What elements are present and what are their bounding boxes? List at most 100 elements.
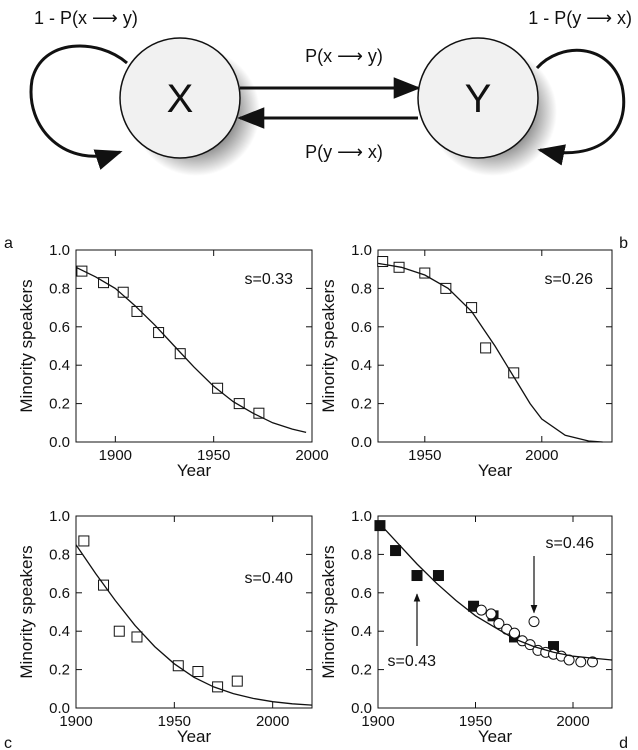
data-point-square — [466, 302, 478, 314]
panel-b: 0.0 0.2 0.4 0.6 0.8 1.0 1950 2000 Year Minority s… — [319, 235, 628, 480]
data-point-square — [113, 625, 125, 637]
y-tick-label: 1.0 — [49, 242, 70, 259]
panel-label: b — [619, 235, 628, 252]
y-tick-label: 0.8 — [49, 546, 70, 563]
panel-label: a — [4, 235, 13, 252]
data-point-square — [98, 277, 110, 289]
y-axis-label: Minority speakers — [17, 545, 36, 678]
plot-frame — [377, 249, 613, 443]
y-axis-label: Minority speakers — [319, 279, 338, 412]
data-point-circle — [528, 616, 540, 628]
transition-diagram: X Y 1 - P(x ⟶ y) 1 - P(y ⟶ x) P(x ⟶ y) P… — [29, 8, 632, 176]
self-loop-y-arrow — [535, 48, 626, 166]
y-axis-label: Minority speakers — [319, 545, 338, 678]
data-point-circle — [475, 604, 487, 616]
x-axis-label: Year — [478, 461, 513, 480]
y-tick-label: 0.6 — [351, 585, 372, 602]
data-point-square — [480, 342, 492, 354]
data-point-square — [377, 256, 389, 268]
panel-label: c — [4, 735, 12, 750]
data-point-square — [174, 348, 186, 360]
y-tick-label: 0.0 — [49, 434, 70, 451]
x-tick-label: 1950 — [158, 713, 191, 730]
plot-frame — [75, 249, 313, 443]
label-self-y: 1 - P(y ⟶ x) — [528, 8, 632, 28]
node-y — [417, 37, 539, 159]
y-tick-label: 0.6 — [351, 319, 372, 336]
data-point-square — [131, 631, 143, 643]
y-tick-label: 0.4 — [49, 357, 70, 374]
fit-curve — [75, 266, 307, 434]
y-tick-label: 0.8 — [351, 280, 372, 297]
label-y-to-x: P(y ⟶ x) — [305, 142, 383, 162]
y-tick-label: 0.8 — [351, 546, 372, 563]
annotation-label: s=0.43 — [388, 653, 437, 670]
plot-frame — [75, 515, 313, 709]
node-x-label: X — [167, 77, 194, 121]
y-tick-label: 0.4 — [351, 623, 372, 640]
y-tick-label: 1.0 — [49, 508, 70, 525]
panel-label: d — [619, 735, 628, 750]
data-point-square — [153, 327, 165, 339]
data-point-square — [440, 282, 452, 294]
x-tick-label: 1950 — [197, 447, 230, 464]
x-tick-label: 2000 — [295, 447, 328, 464]
annotation-label: s=0.40 — [245, 570, 294, 587]
annotation-label: s=0.26 — [545, 271, 594, 288]
data-point-square — [76, 265, 88, 277]
data-point-square — [212, 382, 224, 394]
data-point-square — [117, 286, 129, 298]
data-point-square — [131, 305, 143, 317]
y-axis-label: Minority speakers — [17, 279, 36, 412]
data-point-circle — [587, 656, 598, 668]
fit-curve — [377, 262, 603, 443]
data-point-filled-square — [432, 570, 444, 582]
y-tick-label: 0.0 — [351, 700, 372, 717]
plot-frame — [377, 515, 613, 709]
panel-a: 0.0 0.2 0.4 0.6 0.8 1.0 1900 1950 2000 Year Minori… — [4, 235, 329, 480]
data-point-circle — [575, 656, 587, 668]
label-self-x: 1 - P(x ⟶ y) — [34, 8, 138, 28]
panel-c: 0.0 0.2 0.4 0.6 0.8 1.0 1900 1950 2000 Year Minori… — [4, 508, 313, 750]
x-tick-label: 1900 — [59, 713, 92, 730]
node-y-label: Y — [465, 77, 492, 121]
self-loop-x-arrow — [29, 44, 128, 170]
x-tick-label: 1900 — [99, 447, 132, 464]
y-tick-label: 0.2 — [351, 396, 372, 413]
x-tick-label: 1950 — [459, 713, 492, 730]
y-tick-label: 0.0 — [351, 434, 372, 451]
node-x — [119, 37, 241, 159]
y-tick-label: 0.0 — [49, 700, 70, 717]
panel-d: 0.0 0.2 0.4 0.6 0.8 1.0 1900 1950 2000 Year Minori… — [319, 508, 628, 750]
y-tick-label: 0.2 — [49, 662, 70, 679]
y-tick-label: 1.0 — [351, 242, 372, 259]
fit-curve — [377, 521, 613, 661]
annotation-label: s=0.33 — [245, 271, 294, 288]
data-point-circle — [485, 608, 497, 620]
x-tick-label: 2000 — [256, 713, 289, 730]
x-axis-label: Year — [177, 727, 212, 746]
y-tick-label: 0.4 — [351, 357, 372, 374]
y-tick-label: 1.0 — [351, 508, 372, 525]
fit-curve — [75, 544, 313, 706]
x-axis-label: Year — [478, 727, 513, 746]
y-tick-label: 0.4 — [49, 623, 70, 640]
x-tick-label: 1950 — [408, 447, 441, 464]
data-point-filled-square — [374, 520, 386, 532]
y-tick-label: 0.2 — [351, 662, 372, 679]
y-tick-label: 0.8 — [49, 280, 70, 297]
x-axis-label: Year — [177, 461, 212, 480]
x-tick-label: 2000 — [556, 713, 589, 730]
y-tick-label: 0.2 — [49, 396, 70, 413]
data-point-square — [233, 398, 245, 410]
y-tick-label: 0.6 — [49, 319, 70, 336]
label-x-to-y: P(x ⟶ y) — [305, 46, 383, 66]
data-point-square — [78, 535, 90, 547]
data-point-square — [192, 666, 204, 678]
data-point-circle — [493, 618, 505, 630]
data-point-filled-square — [390, 545, 402, 557]
y-tick-label: 0.6 — [49, 585, 70, 602]
annotation-label: s=0.46 — [546, 535, 595, 552]
data-point-square — [231, 675, 243, 687]
